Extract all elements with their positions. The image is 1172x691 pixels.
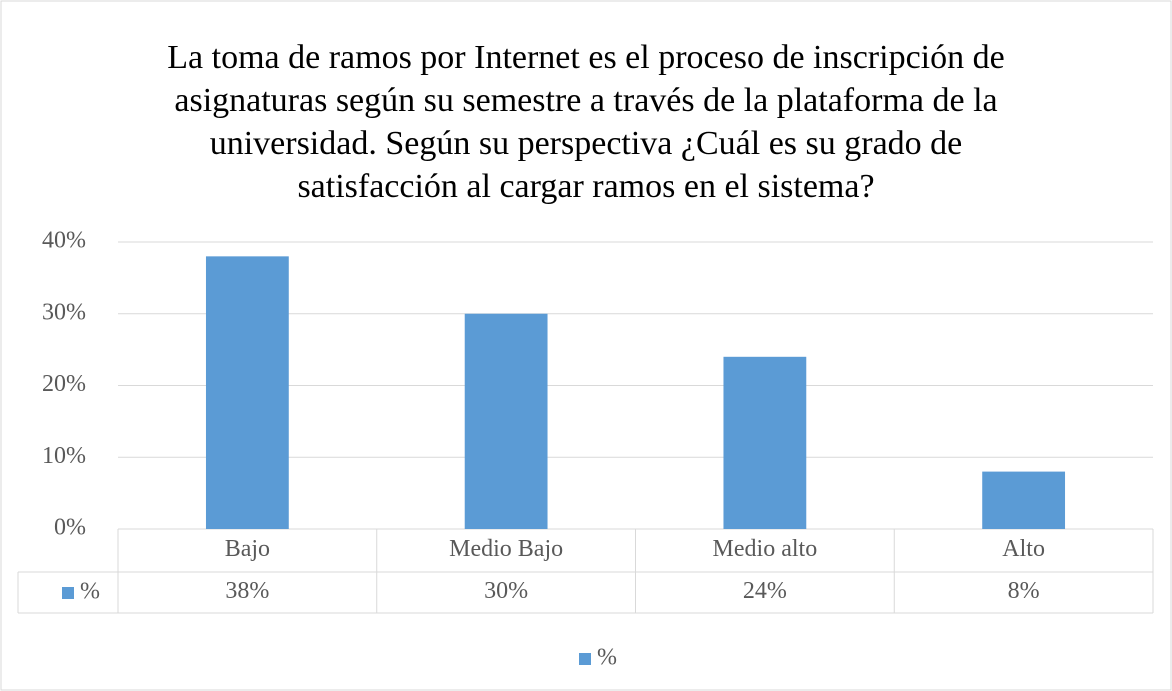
x-tick-label: Medio Bajo [449, 536, 563, 562]
bar [464, 313, 548, 529]
table-value: 30% [484, 578, 528, 604]
y-tick-label: 0% [54, 515, 86, 541]
y-tick-label: 40% [42, 228, 86, 254]
x-tick-label: Medio alto [713, 536, 818, 562]
y-tick-label: 20% [42, 371, 86, 397]
y-tick-label: 30% [42, 299, 86, 325]
table-legend-key [62, 587, 74, 599]
bar [205, 256, 289, 529]
table-value: 8% [1008, 578, 1040, 604]
bar [723, 356, 807, 529]
table-value: 38% [225, 578, 269, 604]
x-tick-label: Alto [1002, 536, 1045, 562]
legend-key [579, 653, 591, 665]
bar [982, 471, 1066, 529]
table-value: 24% [743, 578, 787, 604]
legend-label: % [597, 645, 617, 671]
x-tick-label: Bajo [225, 536, 270, 562]
y-tick-label: 10% [42, 443, 86, 469]
chart-title: La toma de ramos por Internet es el proc… [167, 39, 1005, 205]
table-series-name: % [80, 579, 100, 605]
